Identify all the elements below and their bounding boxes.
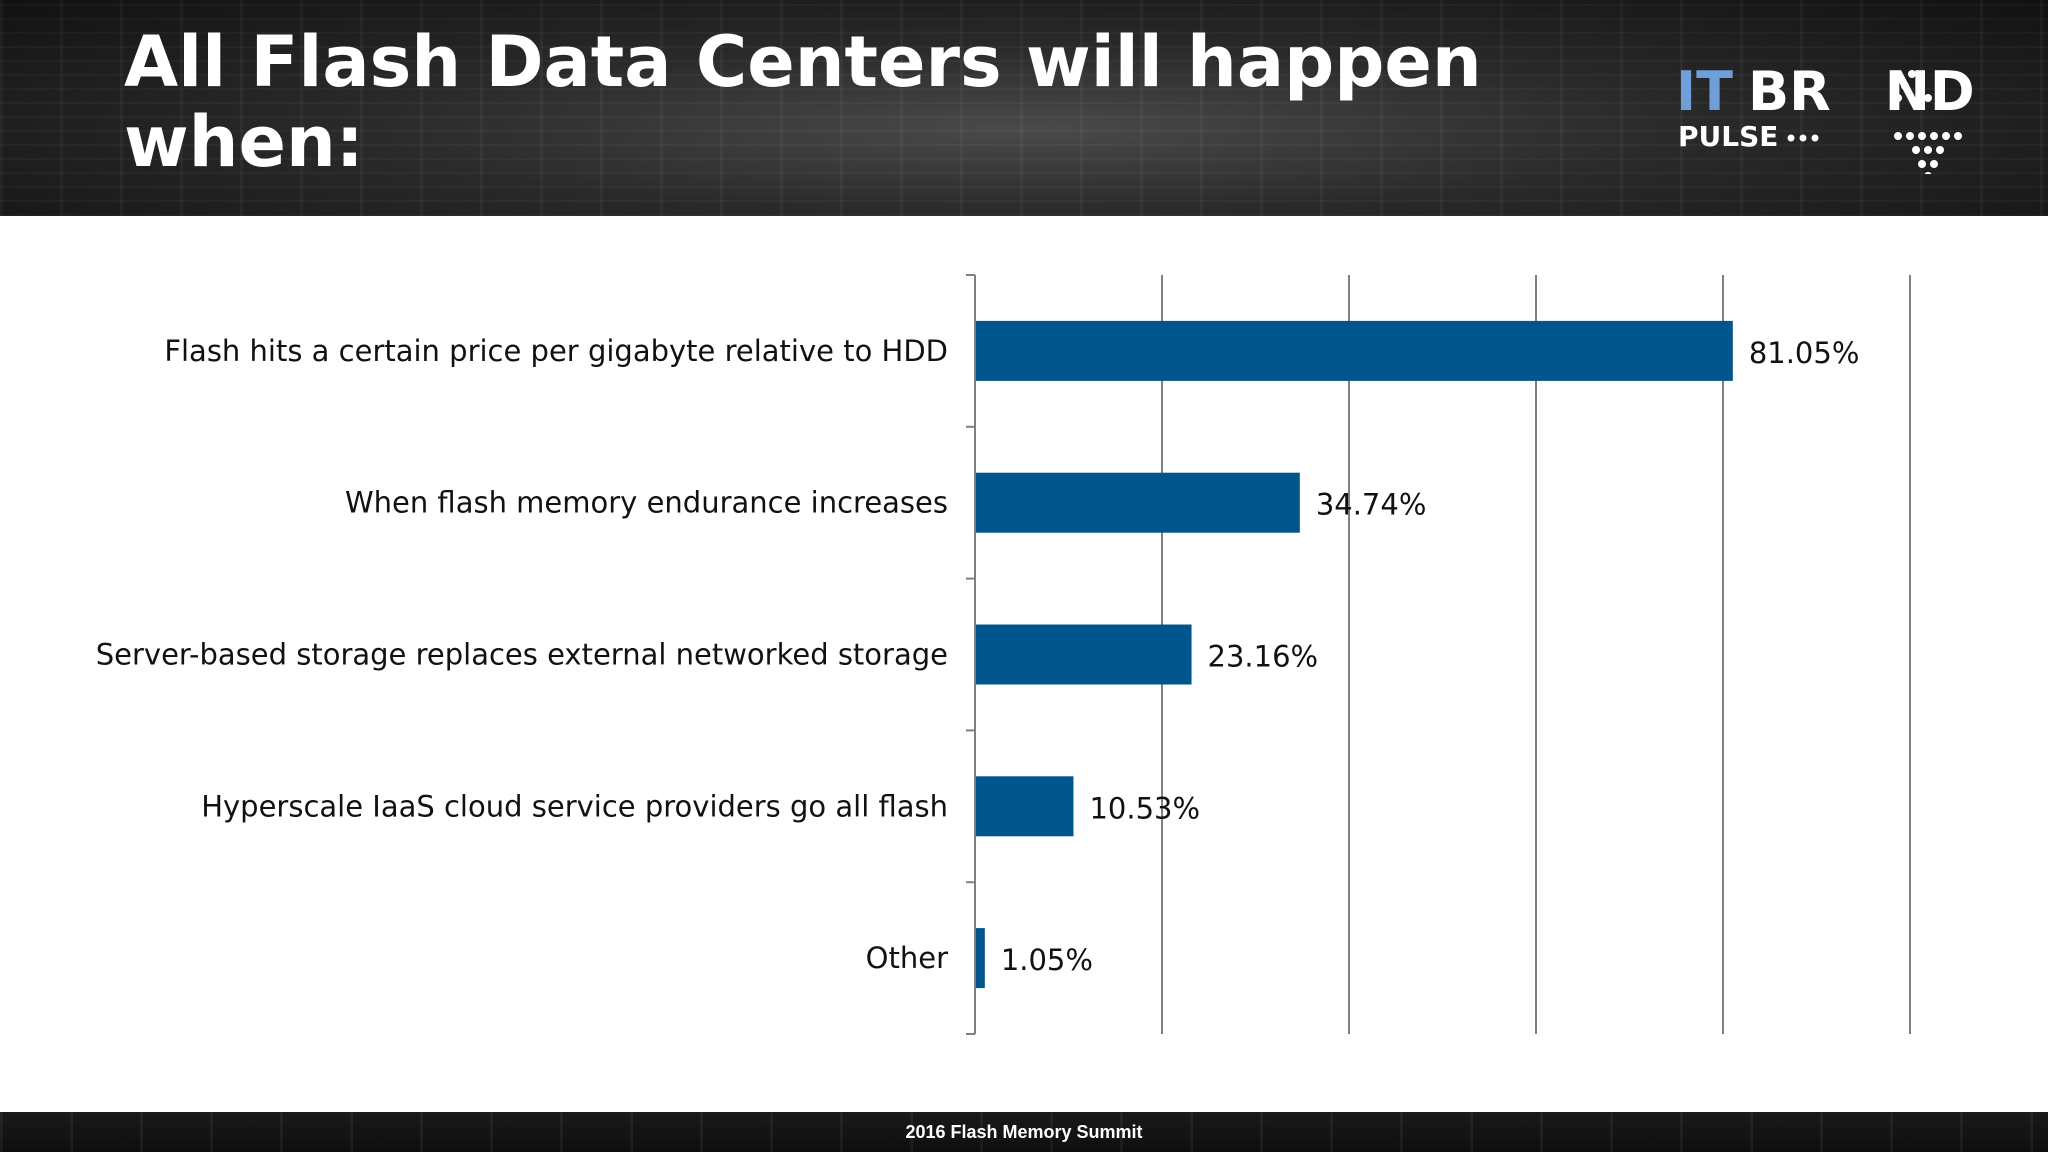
footer-text: 2016 Flash Memory Summit [905, 1121, 1143, 1142]
category-label: Flash hits a certain price per gigabyte … [164, 334, 948, 368]
value-label: 81.05% [1749, 336, 1860, 370]
bar [976, 624, 1192, 685]
bar [976, 928, 985, 989]
slide-footer: 2016 Flash Memory Summit [0, 1112, 2048, 1152]
value-label: 10.53% [1089, 791, 1200, 825]
category-label: Other [866, 941, 948, 975]
gridlines [1161, 275, 1911, 1034]
bars [976, 320, 1733, 989]
value-label: 1.05% [1001, 943, 1093, 977]
bar-chart: Flash hits a certain price per gigabyte … [0, 216, 2048, 1112]
bar [976, 776, 1074, 837]
category-label: When flash memory endurance increases [345, 486, 948, 520]
bar [976, 320, 1733, 381]
logo-pulse-text: PULSE [1678, 120, 1778, 153]
bar-chart-svg: Flash hits a certain price per gigabyte … [96, 274, 1911, 1035]
labels: Flash hits a certain price per gigabyte … [96, 334, 1860, 977]
logo-brand-text: BR ND [1748, 64, 1975, 123]
category-label: Hyperscale IaaS cloud service providers … [201, 789, 948, 823]
itbrand-pulse-logo: IT BR ND PULSE [1676, 60, 2016, 180]
slide-title: All Flash Data Centers will happen when: [124, 21, 1482, 183]
logo-dots-icon [1787, 70, 1962, 180]
slide-header: All Flash Data Centers will happen when:… [0, 0, 2048, 216]
category-axis [966, 274, 976, 1035]
logo-it-text: IT [1676, 64, 1733, 123]
value-label: 34.74% [1316, 488, 1427, 522]
value-label: 23.16% [1208, 640, 1319, 674]
category-label: Server-based storage replaces external n… [96, 638, 948, 672]
bar [976, 472, 1300, 533]
